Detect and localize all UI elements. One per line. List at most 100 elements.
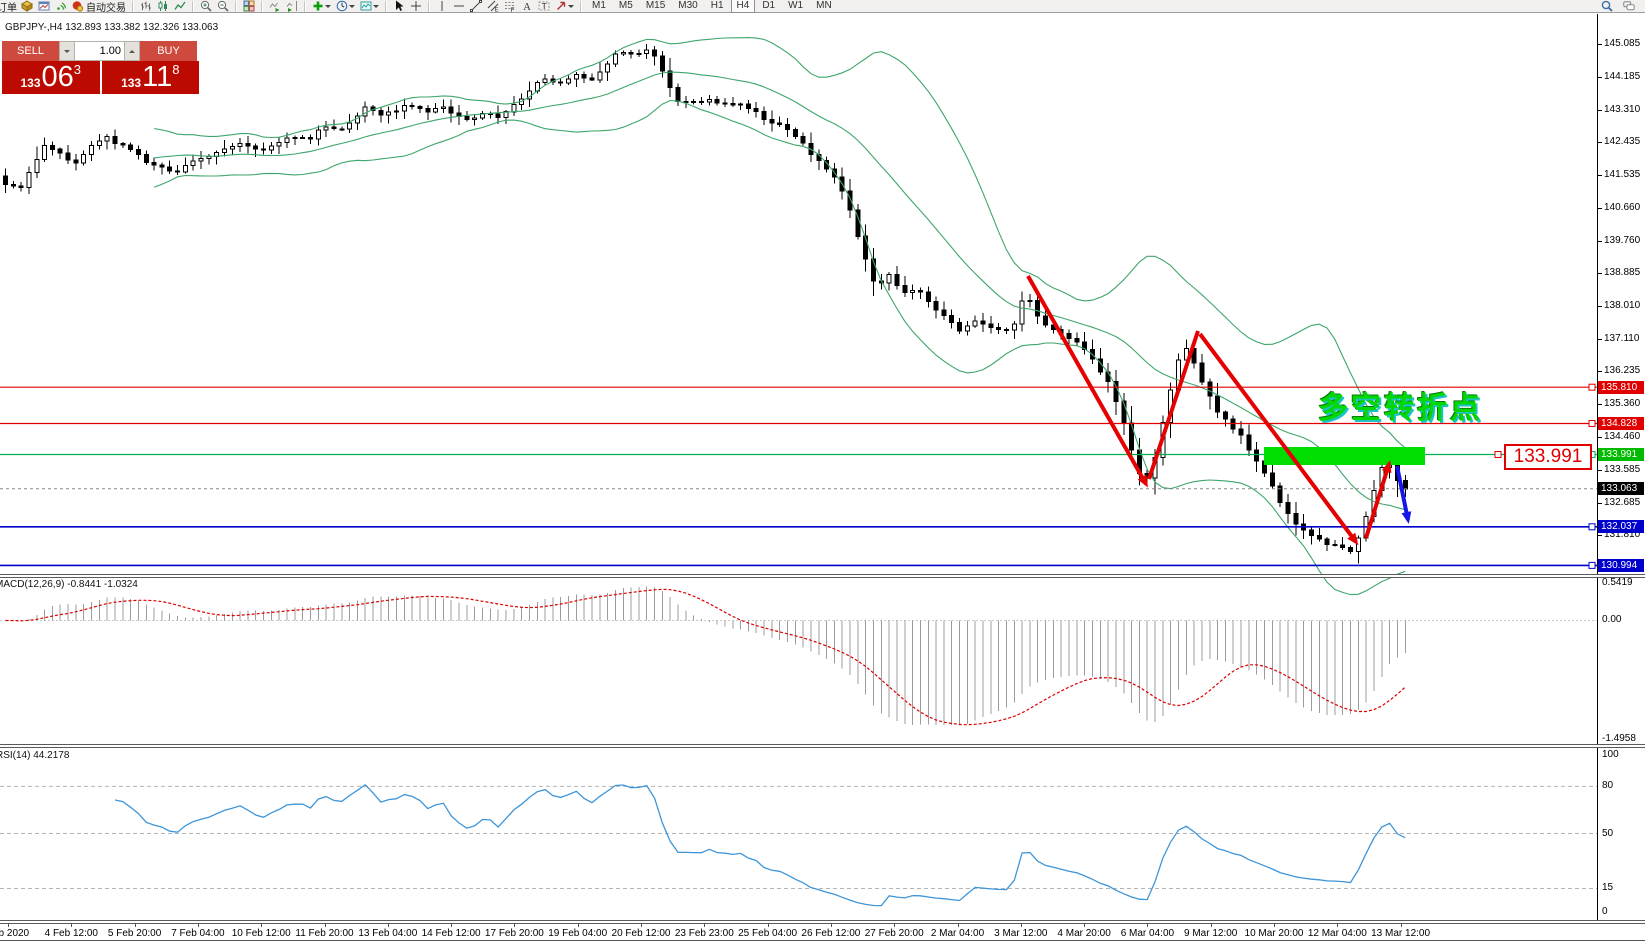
channel-button[interactable]: E [486,0,500,12]
timeframe-m15-button[interactable]: M15 [645,0,666,11]
macd-panel-splitter[interactable] [0,574,1645,578]
fibonacci-icon: F [505,2,515,12]
tile-windows-button[interactable] [242,0,256,12]
line-chart-icon [174,1,186,10]
text-icon: A [523,2,531,12]
time-tick-mark [451,924,453,927]
time-label: 3 Mar 12:00 [994,928,1048,939]
timeframe-m5-button[interactable]: M5 [618,0,633,11]
time-label: 4 Feb 12:00 [44,928,98,939]
add-indicator-icon [313,1,323,11]
timeframe-m1-button[interactable]: M1 [592,0,606,11]
price-tick-mark [1598,535,1602,537]
text-label-button[interactable]: T [537,0,551,12]
gold-block-icon [21,0,33,12]
time-label: 9 Mar 12:00 [1184,928,1238,939]
arrows-button[interactable] [554,0,575,12]
price-tick-mark [1598,241,1602,243]
arrows-icon [557,1,566,10]
trendline-button[interactable] [469,0,483,12]
zoom-out-button[interactable] [216,0,230,12]
volume-down-button[interactable] [59,41,75,61]
svg-text:T: T [542,1,547,11]
periods-button[interactable] [335,0,356,12]
chat-button[interactable] [1622,0,1636,12]
svg-text:F: F [511,7,515,12]
vertical-line-button[interactable] [435,0,449,12]
chart-window-button[interactable] [37,0,51,12]
zoom-in-button[interactable] [199,0,213,12]
line-chart-button[interactable] [173,0,187,12]
time-tick-mark [8,924,9,927]
search-button[interactable] [1600,0,1614,12]
time-label: 7 Feb 04:00 [171,928,225,939]
bid-pipette: 3 [73,62,82,77]
ask-price-button[interactable]: 133 11 8 [101,61,199,94]
chart-area[interactable] [0,0,1597,942]
timeframe-h4-button[interactable]: H4 [730,0,756,13]
price-tick-label: 136.235 [1604,365,1641,377]
cursor-button[interactable] [392,0,406,12]
candlestick-chart-button[interactable] [156,0,170,12]
time-tick-mark [71,924,73,927]
volume-input[interactable] [75,41,124,61]
price-tick-label: 138.885 [1604,267,1641,279]
timeframe-h1-button[interactable]: H1 [710,0,724,11]
auto-scroll-button[interactable] [268,0,282,12]
chart-shift-button[interactable] [285,0,299,12]
rsi-panel-splitter[interactable] [0,744,1645,748]
price-tick-label: 140.660 [1604,201,1641,213]
autotrade-button[interactable]: 自动交易 [71,0,127,14]
dropdown-caret-icon[interactable] [568,5,574,11]
chart-window-icon [38,1,50,11]
rsi-scale-label: 50 [1602,827,1614,839]
timeframe-d1-button[interactable]: D1 [762,0,776,11]
horizontal-line-button[interactable] [452,0,466,12]
timeframe-mn-button[interactable]: MN [816,0,832,11]
sell-button[interactable]: SELL [2,41,59,61]
macd-label: MACD(12,26,9) -0.8441 -1.0324 [0,579,138,590]
bar-chart-button[interactable] [139,0,153,12]
timeframe-m30-button[interactable]: M30 [678,0,698,11]
autotrade-icon [72,1,84,12]
signal-button[interactable] [54,0,68,12]
rsi-scale-label: 0 [1602,906,1608,917]
timeframe-w1-button[interactable]: W1 [788,0,804,11]
toolbar-separator [132,0,134,12]
time-label: 12 Mar 04:00 [1307,928,1367,939]
time-tick-mark [894,924,896,927]
text-button[interactable]: A [520,0,534,12]
price-badge: 133.063 [1598,482,1644,496]
dropdown-caret-icon[interactable] [373,5,379,11]
price-tick-mark [1598,77,1602,79]
time-tick-mark [830,924,832,927]
gold-block-button[interactable] [20,0,34,12]
price-tick-mark [1598,207,1602,209]
buy-button[interactable]: BUY [140,41,197,61]
price-tick-mark [1598,273,1602,275]
volume-up-button[interactable] [124,41,140,61]
toolbar-separator [385,0,387,12]
time-tick-mark [261,924,263,927]
price-tick-mark [1598,109,1602,111]
price-badge: 130.994 [1598,558,1644,572]
dropdown-caret-icon[interactable] [349,5,355,11]
bid-price-button[interactable]: 133 06 3 [2,61,102,94]
trendline-icon [470,0,482,12]
add-indicator-button[interactable] [311,0,332,12]
fibonacci-button[interactable]: F [503,0,517,12]
time-tick-mark [134,924,136,927]
time-tick-mark [324,924,326,927]
new-order-button[interactable]: 订单 [0,2,17,14]
toolbar-separator [304,0,306,12]
price-axis-border [1597,14,1598,920]
horizontal-line-icon [454,5,464,7]
template-button[interactable] [359,0,380,12]
time-tick-mark [577,924,579,927]
bid-big-digits: 06 [41,61,74,93]
price-tick-label: 139.760 [1604,235,1641,247]
price-badge: 134.828 [1598,417,1644,430]
dropdown-caret-icon[interactable] [325,5,331,11]
crosshair-button[interactable] [409,0,423,12]
time-label: 23 Feb 23:00 [674,928,734,939]
